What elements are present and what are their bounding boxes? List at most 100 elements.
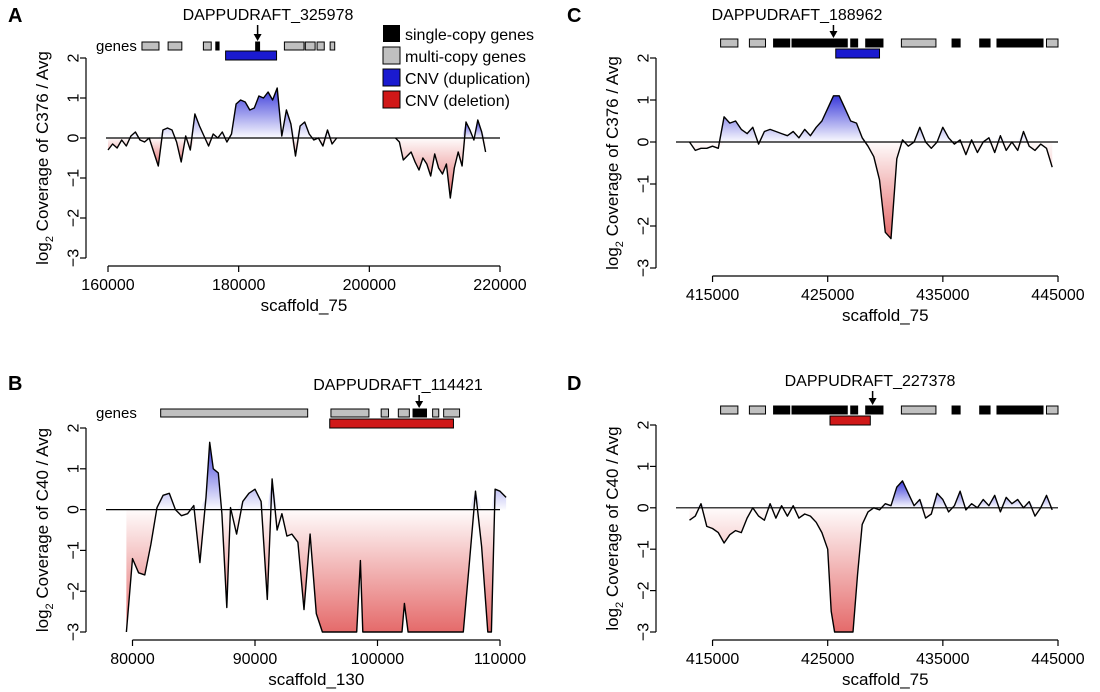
- cnv-deletion-bar-d: [829, 415, 871, 426]
- multi-copy-gene-b: [443, 408, 461, 418]
- y-axis-label-rest: Coverage of C376 / Avg: [603, 56, 622, 241]
- gene-name-label-a: DAPPUDRAFT_325978: [183, 7, 354, 24]
- x-tick-label-b: 100000: [351, 651, 404, 668]
- single-copy-gene-b: [412, 408, 427, 418]
- panel-letter-b: B: [8, 373, 22, 395]
- positive-fill-c-0: [689, 95, 1053, 142]
- y-tick-label-d: 0: [636, 503, 653, 512]
- y-tick-label-c: −2: [636, 217, 653, 235]
- single-copy-gene-d: [996, 405, 1044, 415]
- single-copy-gene-a: [255, 41, 261, 51]
- y-axis-label-log: log: [33, 609, 52, 632]
- multi-copy-gene-c: [720, 38, 739, 48]
- multi-copy-gene-b: [160, 408, 309, 418]
- single-copy-gene-c: [773, 38, 791, 48]
- y-axis-label-rest: Coverage of C40 / Avg: [33, 428, 52, 603]
- single-copy-gene-a: [215, 41, 220, 51]
- x-tick-label-d: 425000: [801, 651, 854, 668]
- gene-arrow-head-c: [829, 31, 838, 38]
- coverage-line-d-0: [689, 480, 1053, 633]
- y-tick-label-a: 2: [66, 53, 83, 62]
- y-axis-label-log: log: [603, 247, 622, 270]
- cnv-duplication-bar-c: [835, 48, 881, 59]
- multi-copy-gene-c: [748, 38, 767, 48]
- x-axis-label-c: scaffold_75: [842, 306, 929, 325]
- y-axis-label-a: log2 Coverage of C376 / Avg: [33, 51, 56, 265]
- y-axis-label-d: log2 Coverage of C40 / Avg: [603, 426, 626, 630]
- y-tick-label-a: 1: [66, 93, 83, 102]
- multi-copy-gene-d: [720, 405, 739, 415]
- y-tick-label-c: −3: [636, 259, 653, 277]
- y-tick-label-b: 0: [66, 505, 83, 514]
- single-copy-gene-c: [865, 38, 884, 48]
- single-copy-gene-d: [951, 405, 961, 415]
- genes-label-a: genes: [96, 38, 137, 55]
- y-tick-label-d: 1: [636, 462, 653, 471]
- negative-fill-d-0: [689, 507, 1053, 632]
- x-tick-label-d: 435000: [916, 651, 969, 668]
- y-axis-label-log: log: [603, 608, 622, 631]
- gene-arrow-head-b: [415, 401, 424, 408]
- x-tick-label-b: 80000: [110, 651, 155, 668]
- multi-copy-gene-a: [316, 41, 325, 51]
- cnv-duplication-bar-a: [225, 50, 278, 61]
- gene-name-label-c: DAPPUDRAFT_188962: [712, 7, 883, 24]
- gene-arrow-head-d: [868, 398, 877, 405]
- multi-copy-gene-d: [1045, 405, 1059, 415]
- x-axis-label-d: scaffold_75: [842, 670, 929, 689]
- y-tick-label-d: −3: [636, 623, 653, 641]
- multi-copy-gene-a: [329, 41, 336, 51]
- y-tick-label-b: −1: [66, 541, 83, 559]
- y-axis-label-sub: 2: [614, 602, 626, 608]
- y-axis-label-rest: Coverage of C376 / Avg: [33, 51, 52, 236]
- multi-copy-gene-a: [167, 41, 183, 51]
- x-tick-label-b: 90000: [233, 651, 278, 668]
- multi-copy-gene-d: [748, 405, 767, 415]
- coverage-line-c-0: [688, 95, 1053, 240]
- y-axis-label-sub: 2: [614, 241, 626, 247]
- multi-copy-gene-c: [1045, 38, 1059, 48]
- y-axis-label-c: log2 Coverage of C376 / Avg: [603, 56, 626, 270]
- gene-name-label-b: DAPPUDRAFT_114421: [313, 377, 483, 394]
- negative-fill-b-0: [126, 509, 507, 632]
- legend-swatch-multi-copy: [382, 46, 401, 65]
- single-copy-gene-c: [996, 38, 1044, 48]
- x-tick-label-b: 110000: [474, 651, 526, 668]
- x-tick-label-c: 445000: [1031, 287, 1084, 304]
- y-tick-label-a: 0: [66, 133, 83, 142]
- legend-label-multi-copy: multi-copy genes: [405, 49, 526, 66]
- y-tick-label-d: −1: [636, 540, 653, 558]
- multi-copy-gene-b: [397, 408, 410, 418]
- single-copy-gene-d: [850, 405, 859, 415]
- single-copy-gene-c: [951, 38, 961, 48]
- legend-item-deletion: CNV (deletion): [382, 90, 510, 110]
- multi-copy-gene-d: [900, 405, 937, 415]
- negative-fill-c-0: [689, 142, 1053, 239]
- y-tick-label-c: 2: [636, 53, 653, 62]
- y-tick-label-c: 0: [636, 137, 653, 146]
- y-tick-label-a: −1: [66, 169, 83, 187]
- x-axis-label-a: scaffold_75: [261, 296, 348, 315]
- legend-swatch-single-copy: [383, 25, 400, 42]
- multi-copy-gene-a: [304, 41, 316, 51]
- multi-copy-gene-a: [283, 41, 305, 51]
- legend-label-single-copy: single-copy genes: [405, 27, 534, 44]
- x-tick-label-c: 415000: [686, 287, 739, 304]
- coverage-line-a-1: [394, 119, 487, 199]
- x-tick-label-c: 435000: [916, 287, 969, 304]
- single-copy-gene-d: [865, 405, 884, 415]
- legend-swatch-deletion: [382, 90, 401, 109]
- single-copy-gene-c: [979, 38, 991, 48]
- positive-fill-b-0: [126, 442, 507, 510]
- y-tick-label-a: −2: [66, 209, 83, 227]
- y-axis-label-b: log2 Coverage of C40 / Avg: [33, 428, 56, 632]
- legend-item-duplication: CNV (duplication): [382, 68, 530, 88]
- x-tick-label-a: 200000: [343, 277, 396, 294]
- panel-letter-d: D: [567, 373, 581, 395]
- negative-fill-a-0: [108, 138, 337, 166]
